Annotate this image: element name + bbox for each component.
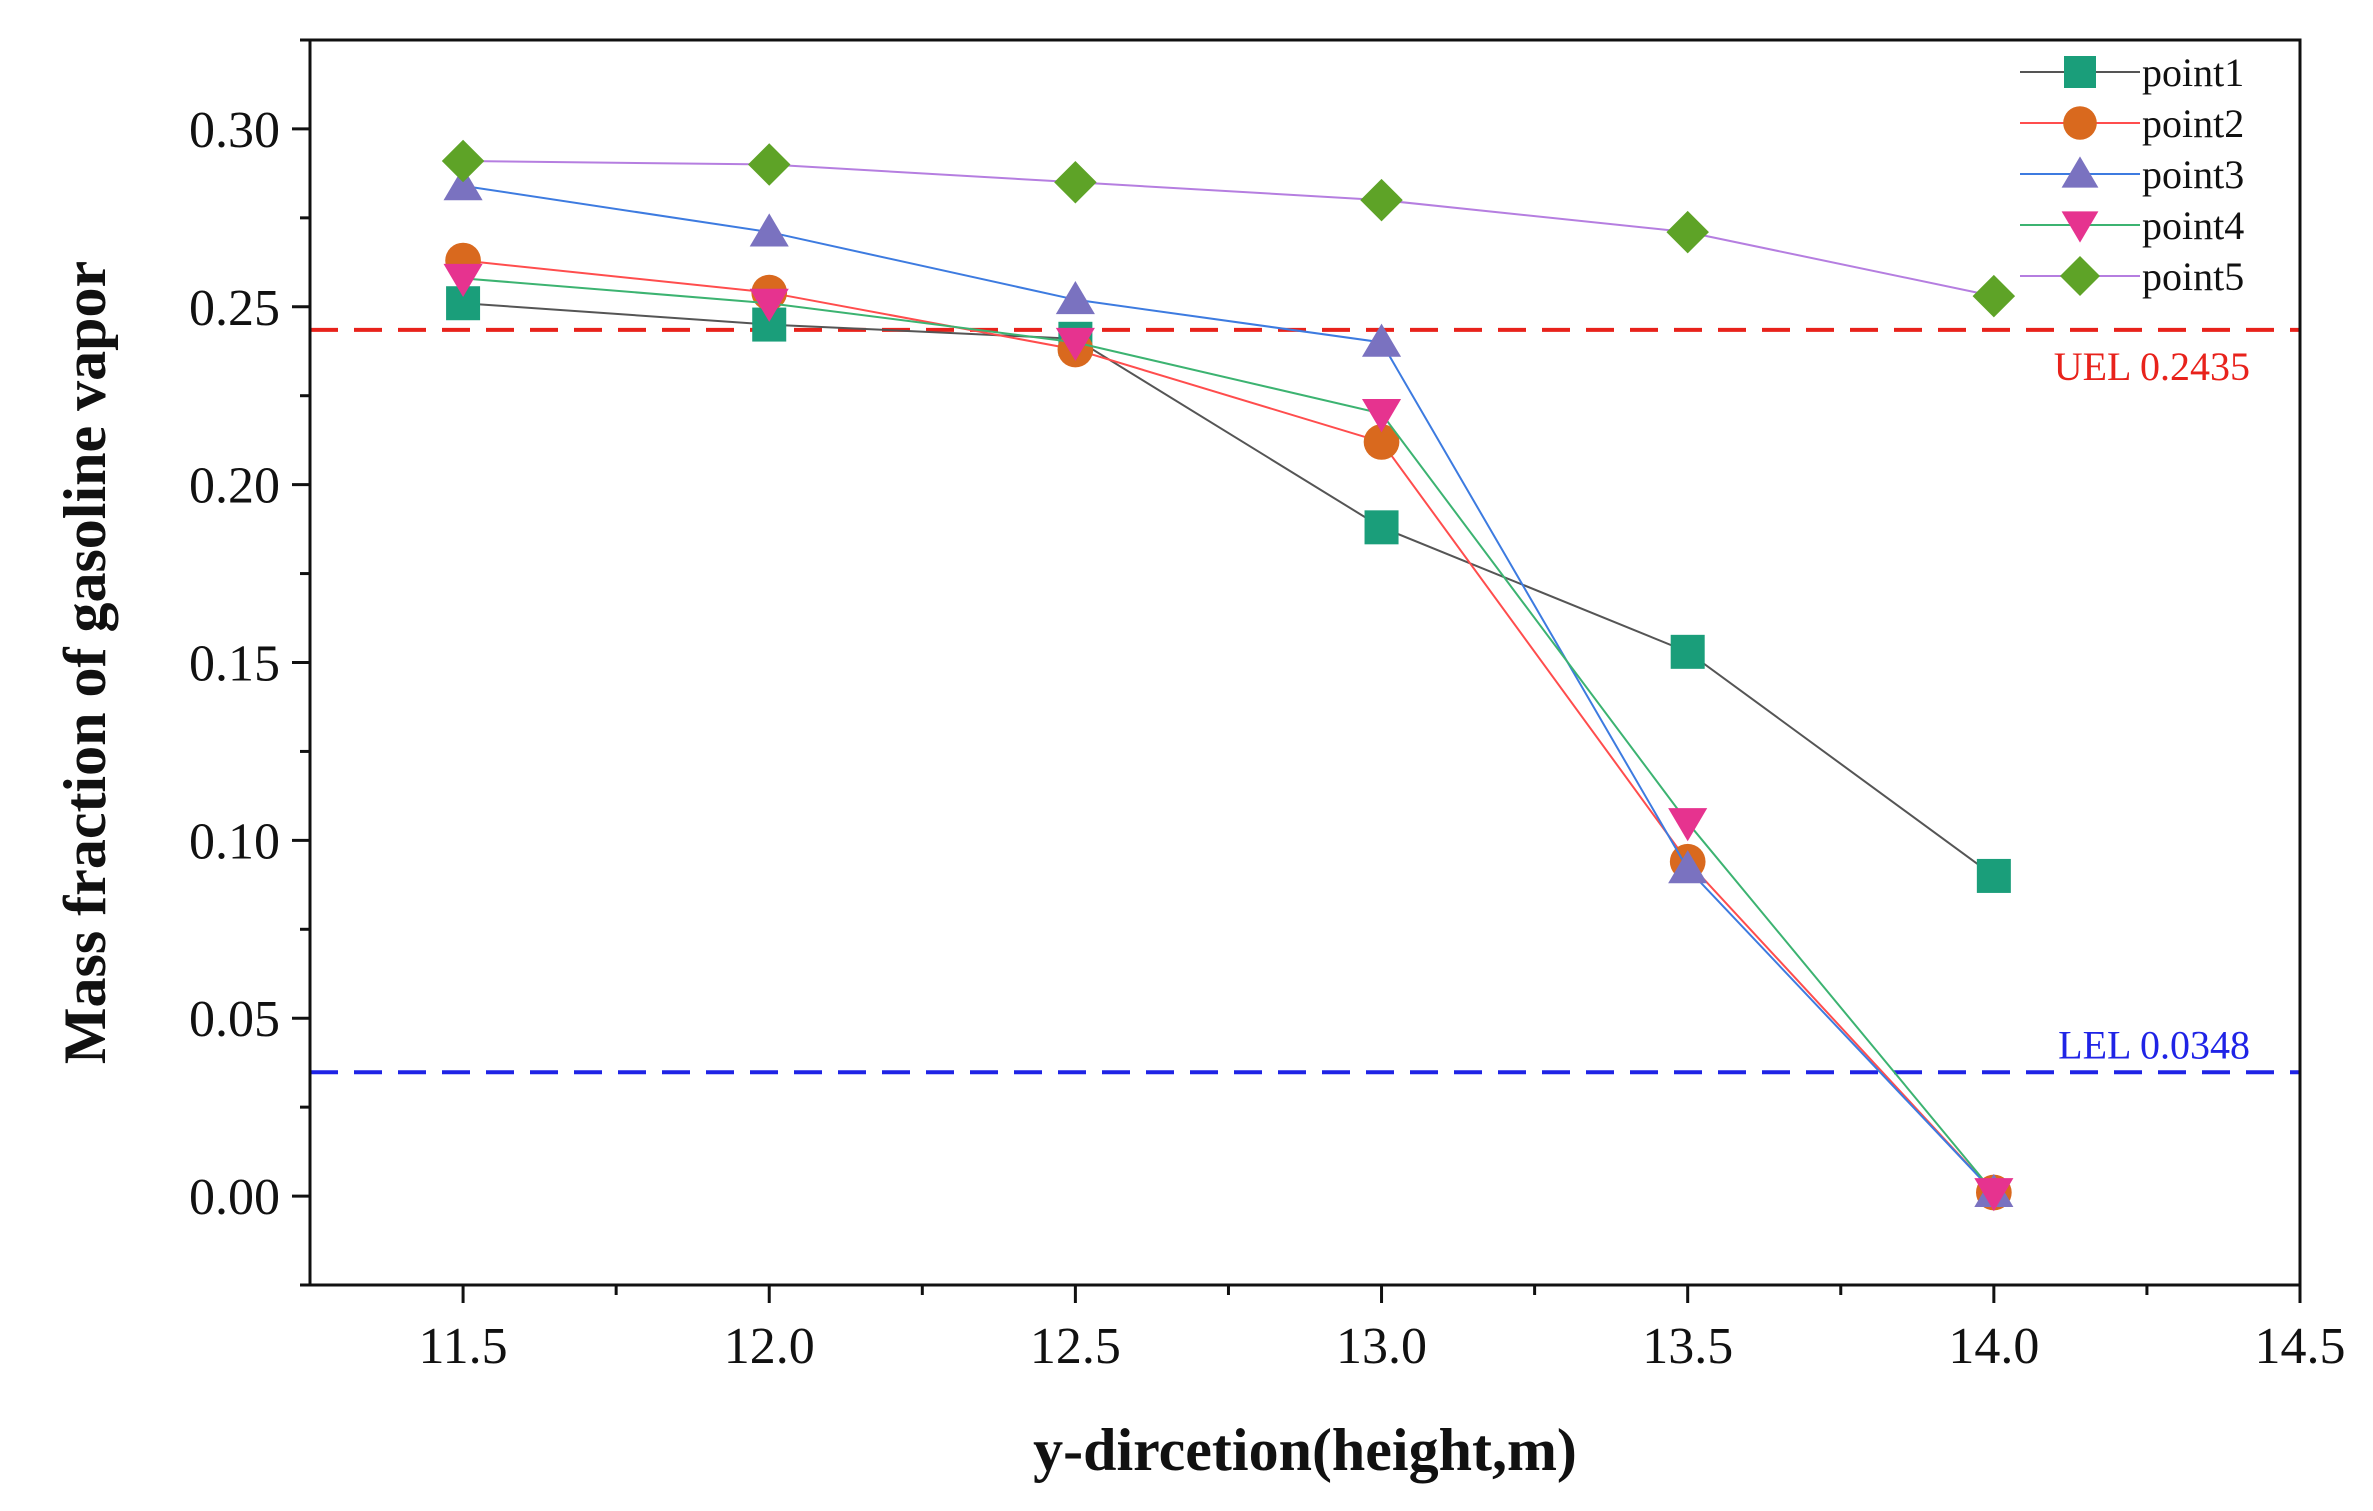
legend-label: point3 [2142,152,2244,197]
x-axis-title: y-dircetion(height,m) [1033,1417,1577,1483]
x-tick-label: 14.0 [1948,1318,2039,1375]
series-line [462,277,1995,1194]
data-point [1972,274,2016,318]
data-point [443,167,483,201]
data-point [1364,510,1399,545]
data-point [1363,424,1400,460]
data-point [443,263,483,298]
y-tick-label: 0.20 [189,458,280,515]
y-tick-label: 0.30 [189,102,280,159]
x-tick-label: 13.5 [1642,1318,1733,1375]
x-tick-label: 11.5 [419,1318,508,1375]
data-point [1670,634,1705,669]
data-point [1361,399,1402,433]
series-point4 [443,263,2014,1212]
legend-label: point4 [2142,203,2244,248]
legend-item-point1: point1 [2020,50,2244,95]
legend-item-point2: point2 [2020,101,2244,146]
data-point [1361,323,1402,357]
y-axis-title: Mass fraction of gasoline vapor [52,261,118,1064]
data-point [1055,327,1095,362]
series-line [462,259,1995,1194]
axes: 11.5 12.0 12.5 13.0 13.5 14.0 14.5 0.00 0.05 0.10… [189,38,2346,1375]
reference-label-uel: UEL 0.2435 [2054,344,2250,389]
legend-label: point5 [2142,254,2244,299]
x-tick-label: 13.0 [1336,1318,1427,1375]
data-point [1976,858,2011,893]
data-point [749,288,789,322]
data-point [1668,850,1708,884]
reference-lines: UEL 0.2435 LEL 0.0348 [310,327,2300,1075]
legend-marker [2064,56,2096,88]
y-tick-label: 0.15 [189,636,280,693]
data-point [749,213,789,247]
x-tick-label: 12.5 [1030,1318,1121,1375]
legend: point1 point2 point3 point4 point5 [2020,50,2244,299]
x-tick-label: 14.5 [2255,1318,2346,1375]
data-point [1055,280,1095,315]
legend-item-point4: point4 [2020,203,2244,248]
series-line [463,159,1995,298]
data-point [1666,210,1709,254]
legend-label: point2 [2142,101,2244,146]
data-point [747,143,791,186]
legend-label: point1 [2142,50,2244,95]
series-line [462,184,1995,1194]
plot-frame [308,38,2302,1287]
reference-label-lel: LEL 0.0348 [2058,1022,2250,1067]
data-point [1054,161,1097,204]
series-point5 [441,139,2016,318]
y-tick-label: 0.00 [189,1169,280,1226]
data-point [1668,808,1708,842]
series-line [463,302,1995,877]
y-tick-label: 0.05 [189,991,280,1048]
x-tick-label: 12.0 [724,1318,815,1375]
series-point2 [445,242,2012,1211]
legend-marker [2061,156,2099,188]
legend-item-point5: point5 [2020,254,2244,299]
legend-marker [2060,256,2100,296]
series-point3 [443,167,2014,1207]
data-point [441,139,485,183]
legend-item-point3: point3 [2020,152,2244,197]
series-layer [441,139,2016,1212]
y-tick-label: 0.10 [189,813,280,870]
legend-marker [2063,106,2097,140]
data-point [1974,1178,2014,1212]
legend-marker [2061,211,2099,243]
data-point [1360,178,1403,222]
y-tick-label: 0.25 [189,280,280,337]
